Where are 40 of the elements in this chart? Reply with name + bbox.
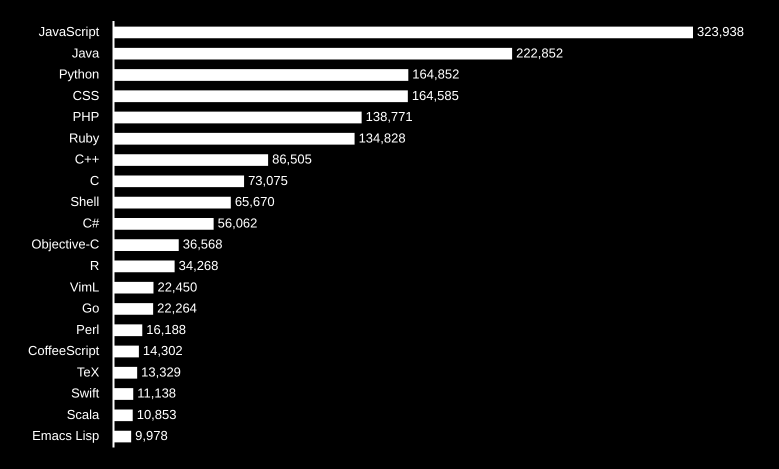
y-tick-label: Python <box>58 66 100 82</box>
y-tick-label: R <box>90 258 100 273</box>
y-tick-label: CoffeeScript <box>28 343 100 358</box>
y-tick-label: C <box>90 172 100 188</box>
y-tick-label: Scala <box>66 406 100 422</box>
data-label: 138,771 <box>366 109 413 124</box>
data-label: 10,853 <box>136 406 176 422</box>
y-tick-label: Perl <box>76 322 100 337</box>
data-label: 34,268 <box>178 258 218 273</box>
y-tick-label: Ruby <box>68 130 100 146</box>
data-label: 11,138 <box>137 386 176 401</box>
y-tick-label: JavaScript <box>38 24 100 40</box>
y-tick-label: PHP <box>72 109 100 124</box>
data-label: 86,505 <box>272 152 312 167</box>
data-label: 323,938 <box>697 24 744 40</box>
y-tick-label: Java <box>72 45 100 60</box>
data-label: 14,302 <box>142 343 183 358</box>
data-label: 22,264 <box>157 300 197 316</box>
y-tick-label: C++ <box>74 152 100 167</box>
y-tick-label: TeX <box>76 364 100 380</box>
y-tick-label: Go <box>82 300 100 316</box>
data-label: 9,978 <box>135 428 168 444</box>
y-tick-label: Swift <box>71 386 100 401</box>
data-label: 65,670 <box>234 194 275 210</box>
data-label: 16,188 <box>146 322 186 337</box>
y-tick-label: Shell <box>70 194 100 210</box>
data-label: 222,852 <box>516 45 564 60</box>
y-tick-label: Emacs Lisp <box>32 428 100 444</box>
data-label: 56,062 <box>218 215 258 230</box>
data-label: 13,329 <box>141 364 181 380</box>
data-label: 22,450 <box>157 279 198 294</box>
data-label: 164,852 <box>412 66 460 82</box>
y-tick-label: Objective-C <box>31 236 100 252</box>
data-label: 73,075 <box>248 172 288 188</box>
y-tick-label: CSS <box>72 88 100 103</box>
data-label: 134,828 <box>358 130 406 146</box>
data-label: 36,568 <box>182 236 223 252</box>
y-tick-label: C# <box>82 215 100 230</box>
data-label: 164,585 <box>412 88 459 103</box>
y-tick-label: VimL <box>70 279 100 294</box>
